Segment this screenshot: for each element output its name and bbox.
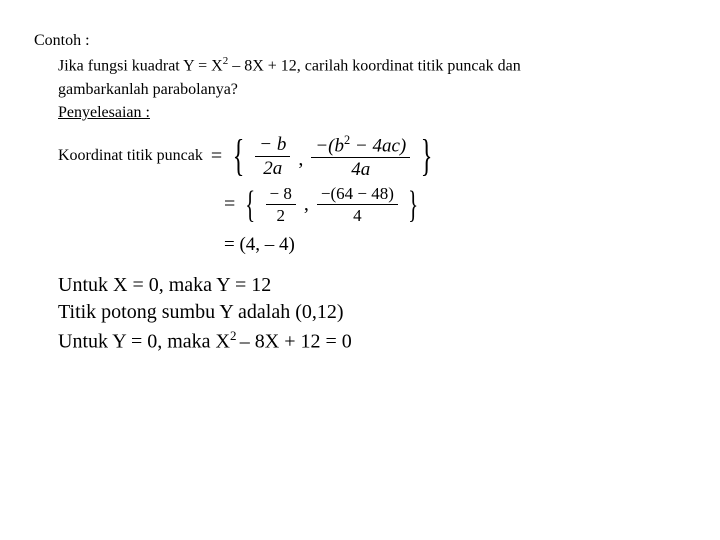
y-intercept-line: Titik potong sumbu Y adalah (0,12) [58, 301, 686, 324]
body-section: Untuk X = 0, maka Y = 12 Titik potong su… [34, 274, 686, 354]
vertex-label: Koordinat titik puncak [58, 147, 203, 165]
right-brace-1: } [421, 134, 433, 178]
document-page: Contoh : Jika fungsi kuadrat Y = X2 – 8X… [0, 0, 720, 388]
equals-1: = [211, 145, 222, 168]
y-zero-text-b: – 8X + 12 = 0 [240, 331, 352, 353]
y-zero-text-a: Untuk Y = 0, maka X [58, 331, 230, 353]
result-value: = (4, – 4) [224, 234, 295, 255]
num-64-48: −(64 − 48) [317, 185, 398, 205]
fraction-disc-over-4a: −(b2 − 4ac) 4a [311, 134, 410, 179]
fraction-8-over-2: − 8 2 [266, 185, 296, 224]
x-zero-text: Untuk X = 0, maka Y = 12 [58, 274, 271, 296]
y-zero-line: Untuk Y = 0, maka X2 – 8X + 12 = 0 [58, 328, 686, 354]
problem-statement-line1: Jika fungsi kuadrat Y = X2 – 8X + 12, ca… [58, 54, 686, 77]
num-disc: −(b2 − 4ac) [311, 134, 410, 158]
comma-2: , [304, 193, 309, 224]
left-brace-2: { [245, 186, 255, 224]
den-4a: 4a [347, 158, 374, 179]
problem-text-1b: – 8X + 12, carilah koordinat titik punca… [228, 57, 521, 74]
den-4: 4 [349, 205, 366, 224]
vertex-formula-row: Koordinat titik puncak = { − b 2a , −(b2… [58, 134, 686, 179]
num-minus-8: − 8 [266, 185, 296, 205]
equals-2: = [224, 193, 235, 216]
comma-1: , [298, 148, 303, 179]
solution-heading: Penyelesaian : [58, 102, 686, 124]
right-brace-2: } [408, 186, 418, 224]
example-heading: Contoh : [34, 30, 686, 52]
x-zero-line: Untuk X = 0, maka Y = 12 [58, 274, 686, 297]
problem-text-1a: Jika fungsi kuadrat Y = X [58, 57, 223, 74]
den-2a: 2a [259, 157, 286, 178]
substituted-formula-row: = { − 8 2 , −(64 − 48) 4 } [224, 185, 686, 224]
left-brace-1: { [233, 134, 245, 178]
fraction-b-over-2a: − b 2a [255, 135, 290, 178]
solution-heading-text: Penyelesaian : [58, 104, 150, 121]
problem-statement-line2: gambarkanlah parabolanya? [58, 79, 686, 101]
vertex-formula: = { − b 2a , −(b2 − 4ac) 4a } [211, 134, 438, 179]
num-minus-b: − b [255, 135, 290, 157]
den-2: 2 [272, 205, 289, 224]
fraction-64-48-over-4: −(64 − 48) 4 [317, 185, 398, 224]
result-row: = (4, – 4) [224, 234, 686, 256]
y-zero-sup: 2 [230, 328, 240, 343]
substituted-formula: = { − 8 2 , −(64 − 48) 4 } [224, 185, 686, 224]
